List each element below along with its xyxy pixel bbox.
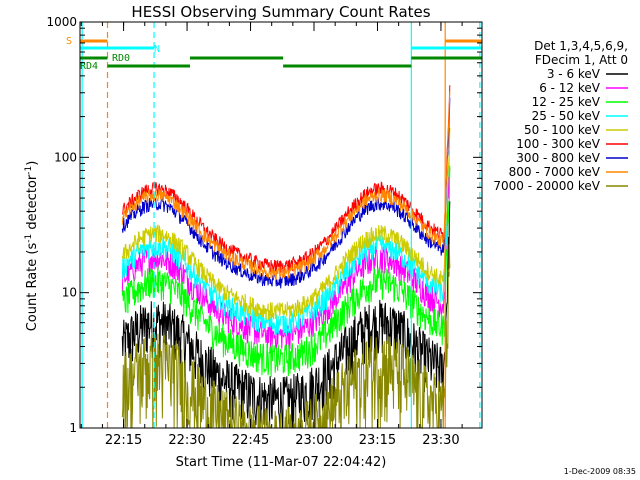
series-line-3: [121, 151, 451, 336]
x-axis-label: Start Time (11-Mar-07 22:04:42): [176, 455, 387, 470]
series-line-4: [121, 127, 451, 320]
legend-label-5: 100 - 300 keV: [516, 137, 600, 151]
footer-timestamp: 1-Dec-2009 08:35: [564, 467, 636, 476]
series-line-7: [121, 91, 451, 281]
series-line-0: [121, 201, 451, 430]
plot-frame: [79, 21, 483, 429]
annot-n-label: N: [154, 44, 160, 55]
y-axis-label: Count Rate (s-1 detector-1): [24, 161, 40, 332]
legend-header-line1: Det 1,3,4,5,6,9,: [534, 39, 628, 53]
series-8: [121, 243, 451, 430]
series-3: [121, 151, 451, 336]
x-tick-label-2: 22:45: [232, 433, 269, 448]
legend: Det 1,3,4,5,6,9, FDecim 1, Att 0 3 - 6 k…: [493, 39, 628, 193]
legend-header-line2: FDecim 1, Att 0: [535, 53, 628, 67]
axis-layer: 1 10 100 1000 22:15 22:30 22:45 23:00 23:15 23:30: [46, 15, 483, 448]
series-0: [121, 201, 451, 430]
series-7: [121, 91, 451, 281]
x-tick-label-5: 23:30: [422, 433, 459, 448]
x-tick-label-0: 22:15: [105, 433, 142, 448]
chart-title: HESSI Observing Summary Count Rates: [131, 3, 430, 21]
annot-s-label: S: [66, 36, 72, 47]
series-2: [121, 165, 451, 378]
legend-label-6: 300 - 800 keV: [516, 151, 600, 165]
legend-label-3: 25 - 50 keV: [532, 109, 601, 123]
series-line-8: [121, 243, 451, 430]
y-tick-label-2: 100: [54, 150, 77, 164]
annot-rd4-label: RD4: [80, 61, 98, 72]
x-tick-label-1: 22:30: [168, 433, 205, 448]
series-4: [121, 127, 451, 320]
series-layer: [121, 85, 451, 430]
y-tick-label-1: 10: [62, 286, 77, 300]
legend-label-2: 12 - 25 keV: [532, 95, 601, 109]
legend-label-1: 6 - 12 keV: [539, 81, 601, 95]
x-tick-label-3: 23:00: [295, 433, 332, 448]
legend-label-4: 50 - 100 keV: [524, 123, 601, 137]
y-tick-label-3: 1000: [46, 15, 77, 29]
annotation-layer: S N RD0 RD4: [66, 22, 482, 428]
legend-label-8: 7000 - 20000 keV: [493, 179, 600, 193]
legend-label-0: 3 - 6 keV: [547, 67, 601, 81]
legend-label-7: 800 - 7000 keV: [509, 165, 601, 179]
annot-rd0-label: RD0: [112, 53, 130, 64]
series-line-6: [121, 97, 451, 289]
series-line-2: [121, 165, 451, 378]
series-6: [121, 97, 451, 289]
y-tick-label-0: 1: [69, 421, 77, 435]
x-tick-label-4: 23:15: [359, 433, 396, 448]
